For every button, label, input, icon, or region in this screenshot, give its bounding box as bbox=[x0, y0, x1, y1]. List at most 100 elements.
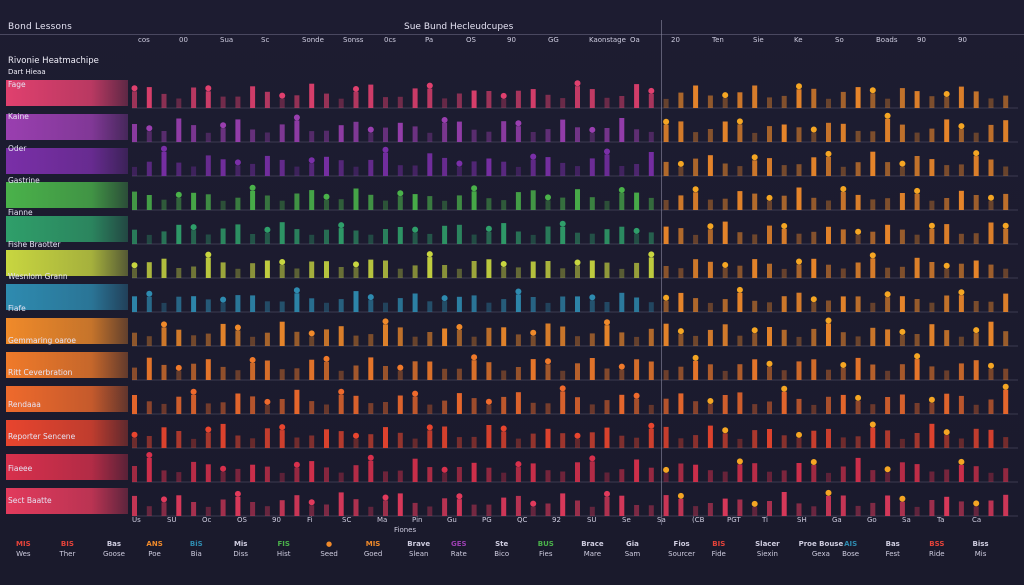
heatmap-cell bbox=[146, 458, 152, 482]
data-point bbox=[279, 424, 286, 431]
heatmap-cell bbox=[205, 506, 211, 516]
heatmap-cell bbox=[560, 119, 566, 142]
bottom-tick-label: Pin bbox=[412, 516, 423, 524]
sidebar-item-label: Fage bbox=[8, 80, 26, 89]
heatmap-cell bbox=[870, 404, 876, 414]
heatmap-cell bbox=[781, 165, 787, 176]
heatmap-cell bbox=[515, 126, 521, 142]
heatmap-cell bbox=[840, 268, 846, 278]
data-point bbox=[441, 466, 448, 473]
heatmap-cell bbox=[132, 124, 137, 142]
heatmap-cell bbox=[958, 336, 964, 346]
heatmap-cell bbox=[663, 98, 669, 108]
heatmap-cell bbox=[279, 472, 285, 482]
heatmap-cell bbox=[294, 166, 300, 176]
sidebar-item-label: Gemmaring oaroe bbox=[8, 336, 77, 345]
heatmap-cell bbox=[840, 296, 846, 312]
heatmap-cell bbox=[944, 165, 950, 176]
legend-item: FIS Hist bbox=[277, 540, 291, 558]
heatmap-cell bbox=[693, 132, 699, 142]
heatmap-cell bbox=[560, 433, 566, 448]
heatmap-cell bbox=[235, 119, 241, 142]
data-point bbox=[928, 396, 935, 403]
heatmap-cell bbox=[146, 234, 152, 244]
heatmap-cell bbox=[855, 296, 861, 312]
heatmap-cell bbox=[324, 229, 329, 244]
heatmap-cell bbox=[264, 91, 270, 108]
data-point bbox=[308, 330, 315, 337]
data-point bbox=[131, 262, 138, 269]
heatmap-cell bbox=[929, 200, 935, 210]
heatmap-cell bbox=[899, 501, 905, 516]
heatmap-cell bbox=[560, 493, 566, 516]
heatmap-cell bbox=[885, 329, 891, 346]
heatmap-cell bbox=[781, 124, 787, 142]
row-band bbox=[6, 454, 128, 480]
data-point bbox=[530, 153, 537, 160]
data-point bbox=[781, 385, 788, 392]
bottom-tick-label: (CB bbox=[692, 516, 705, 524]
heatmap-cell bbox=[707, 95, 713, 108]
heatmap-cell bbox=[501, 327, 507, 346]
heatmap-cell bbox=[826, 98, 831, 108]
bottom-tick-label: Go bbox=[867, 516, 877, 524]
heatmap-cell bbox=[486, 198, 492, 210]
heatmap-cell bbox=[855, 194, 861, 210]
heatmap-cell bbox=[929, 366, 935, 380]
sidebar-item-label: Kaine bbox=[8, 112, 29, 121]
heatmap-cell bbox=[796, 463, 802, 482]
heatmap-cell bbox=[796, 164, 802, 176]
heatmap-cell bbox=[279, 321, 285, 346]
heatmap-cell bbox=[132, 466, 137, 482]
heatmap-cell bbox=[353, 188, 359, 210]
heatmap-cell bbox=[368, 460, 374, 482]
data-point bbox=[825, 489, 832, 496]
heatmap-cell bbox=[737, 364, 743, 380]
data-point bbox=[707, 398, 714, 404]
heatmap-cell bbox=[988, 98, 994, 108]
heatmap-cell bbox=[324, 302, 329, 312]
bottom-tick-label: OS bbox=[237, 516, 247, 524]
data-point bbox=[175, 191, 182, 198]
heatmap-cell bbox=[501, 472, 507, 482]
legend-tag: BIS bbox=[712, 540, 726, 548]
heatmap-cell bbox=[604, 262, 610, 278]
heatmap-cell bbox=[456, 268, 462, 278]
heatmap-cell bbox=[427, 153, 433, 176]
top-tick-label: So bbox=[835, 36, 844, 44]
legend-label: Wes bbox=[16, 550, 31, 558]
legend-item: BIS Ther bbox=[59, 540, 75, 558]
heatmap-cell bbox=[663, 300, 669, 312]
heatmap-cell bbox=[501, 396, 507, 414]
heatmap-cell bbox=[560, 391, 566, 414]
heatmap-cell bbox=[840, 495, 846, 516]
heatmap-cell bbox=[634, 505, 640, 516]
data-point bbox=[293, 287, 300, 294]
heatmap-cell bbox=[575, 265, 580, 278]
legend-item: AIS Bose bbox=[842, 540, 859, 558]
heatmap-cell bbox=[796, 361, 802, 380]
heatmap-cell bbox=[648, 505, 654, 516]
heatmap-cell bbox=[752, 160, 758, 176]
data-point bbox=[973, 500, 980, 507]
heatmap-cell bbox=[663, 370, 669, 380]
data-point bbox=[249, 357, 256, 363]
data-point bbox=[397, 364, 404, 371]
data-point bbox=[973, 327, 980, 334]
heatmap-cell bbox=[1003, 293, 1009, 312]
data-point bbox=[441, 295, 448, 302]
legend-label: Bia bbox=[190, 550, 202, 558]
heatmap-cell bbox=[722, 395, 728, 414]
heatmap-cell bbox=[515, 495, 521, 516]
heatmap-cell bbox=[353, 365, 359, 380]
heatmap-cell bbox=[737, 124, 743, 142]
heatmap-cell bbox=[146, 195, 152, 210]
chart-title: Sue Bund Hecleudcupes bbox=[404, 22, 514, 32]
bottom-tick-label: Se bbox=[622, 516, 631, 524]
heatmap-cell bbox=[663, 200, 669, 210]
heatmap-cell bbox=[545, 428, 551, 448]
heatmap-cell bbox=[442, 200, 448, 210]
heatmap-cell bbox=[885, 162, 891, 176]
data-point bbox=[884, 466, 891, 473]
heatmap-cell bbox=[914, 234, 920, 244]
